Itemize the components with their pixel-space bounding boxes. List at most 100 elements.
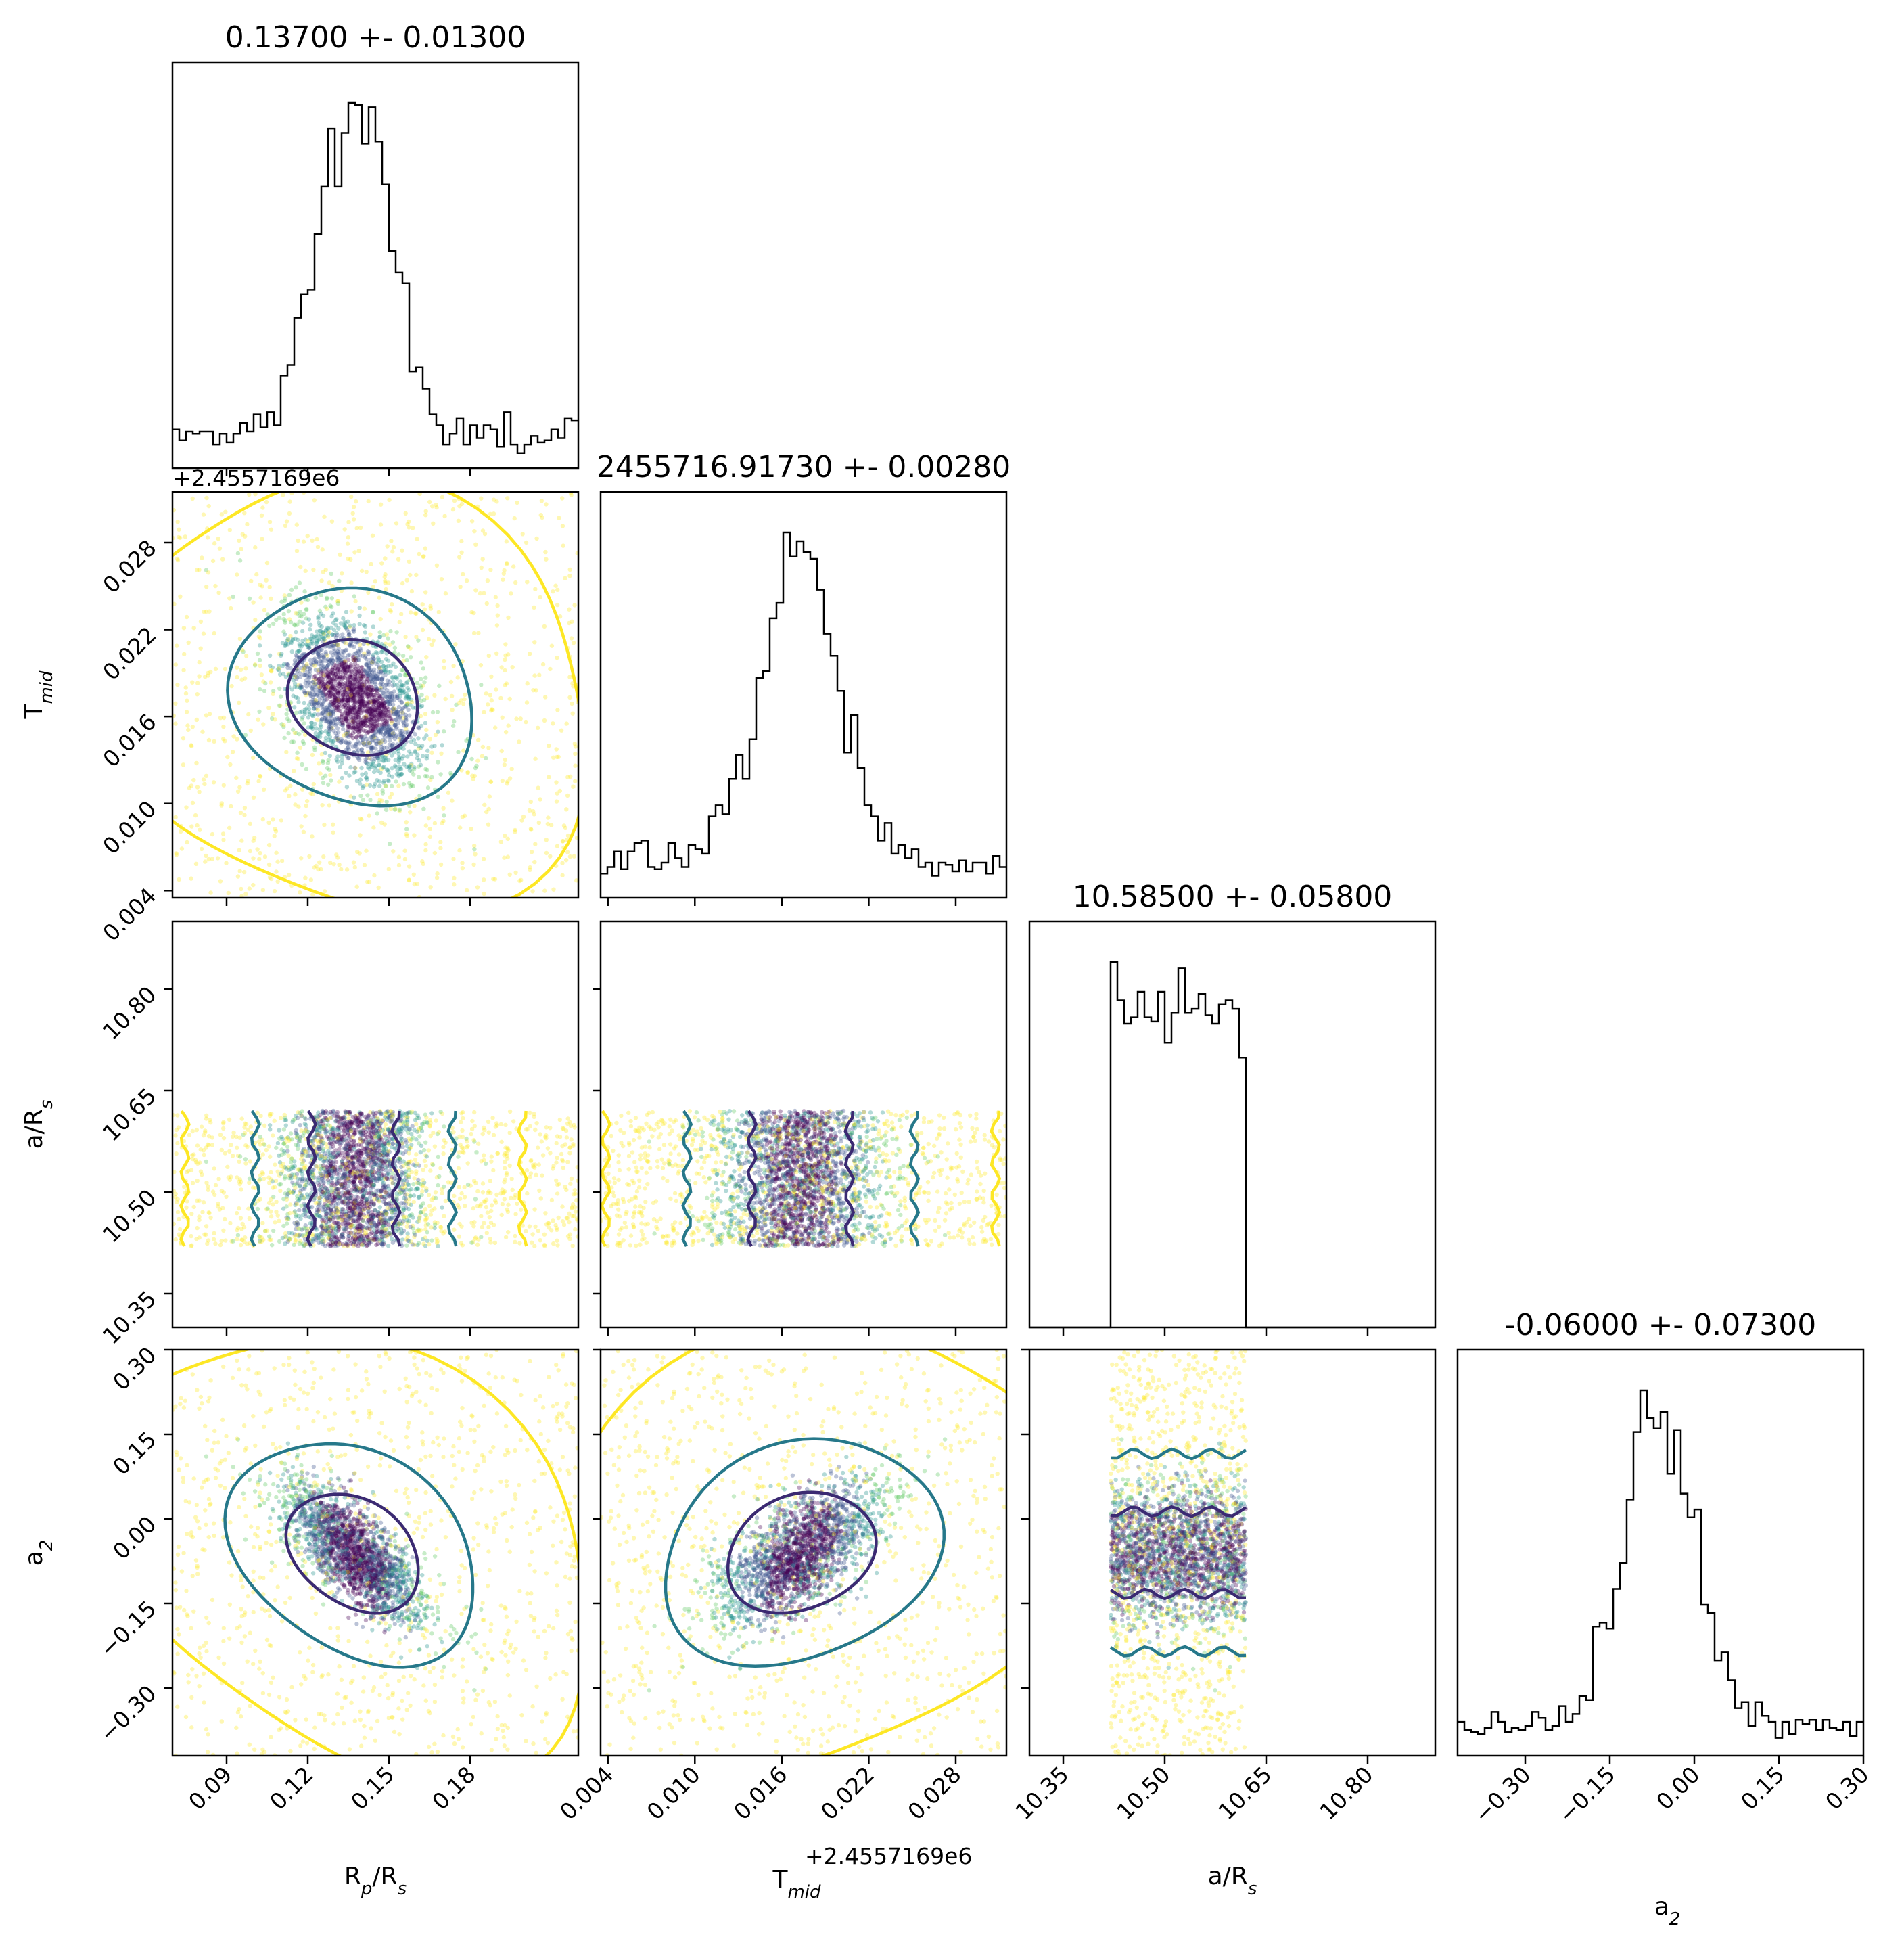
sample-point [278,703,283,708]
sample-point [408,1145,413,1150]
sample-point [381,698,386,703]
sample-point [394,765,398,770]
sample-point [442,729,446,734]
sample-point [296,1198,301,1203]
sample-point [363,757,368,762]
sample-point [310,689,315,694]
sample-point [551,721,555,726]
sample-point [336,1179,341,1183]
sample-point [542,1244,547,1248]
sample-point [382,668,387,673]
sample-point [365,694,370,699]
sample-point [360,785,365,790]
sample-point [357,681,363,686]
sample-point [292,1210,296,1215]
sample-point [424,756,429,761]
sample-point [323,1151,327,1156]
sample-point [351,654,356,659]
sample-point [367,1195,373,1200]
sample-point [365,1160,369,1165]
sample-point [385,709,390,714]
sample-point [272,834,277,838]
sample-point [415,1116,419,1121]
sample-point [418,704,423,710]
sample-point [509,591,513,596]
sample-point [330,665,335,670]
sample-point [375,1156,379,1160]
sample-point [359,1234,364,1239]
sample-point [347,1221,352,1226]
sample-point [365,1243,370,1248]
sample-point [331,721,336,726]
sample-point [373,710,377,714]
sample-point [312,673,318,679]
sample-point [409,1212,415,1217]
sample-point [375,677,380,681]
sample-point [343,1196,348,1201]
sample-point [322,1202,327,1207]
sample-point [547,775,551,779]
sample-point [404,716,409,721]
sample-point [344,641,348,646]
sample-point [379,1158,384,1163]
sample-point [371,652,376,657]
sample-point [350,1155,355,1160]
sample-point [260,1152,265,1157]
sample-point [339,1141,344,1145]
sample-point [398,693,402,698]
sample-point [336,1225,341,1229]
sample-point [322,708,327,713]
sample-point [345,695,350,700]
sample-point [363,1227,367,1232]
sample-point [300,620,306,625]
sample-point [318,679,323,684]
sample-point [349,643,354,648]
sample-point [379,1221,384,1226]
sample-point [381,1223,386,1228]
sample-point [315,691,320,696]
sample-point [507,872,512,877]
sample-point [346,691,350,696]
sample-point [248,728,253,733]
sample-point [482,591,486,595]
sample-point [543,1135,548,1139]
sample-point [340,1162,346,1166]
sample-point [383,578,388,583]
sample-point [459,1145,465,1150]
sample-point [371,675,375,679]
sample-point [486,822,491,827]
sample-point [334,642,339,647]
sample-point [372,1131,377,1137]
sample-point [365,709,370,714]
sample-point [342,690,346,695]
sample-point [285,1144,290,1149]
sample-point [380,677,385,682]
sample-point [377,1166,381,1170]
sample-point [348,664,353,669]
sample-point [353,712,358,716]
sample-point [340,739,345,744]
sample-point [388,1109,392,1114]
sample-point [315,1133,321,1138]
sample-point [323,692,329,697]
sample-point [323,1116,329,1121]
sample-point [423,1244,428,1248]
sample-point [360,721,365,726]
sample-point [434,503,438,507]
sample-point [525,1191,530,1196]
sample-point [367,1208,371,1214]
sample-point [344,1209,348,1214]
sample-point [382,1230,387,1235]
sample-point [368,1217,373,1222]
sample-point [348,643,352,649]
sample-point [388,691,393,696]
sample-point [354,1189,360,1194]
sample-point [284,662,289,666]
sample-point [375,660,380,664]
sample-point [368,715,373,720]
sample-point [340,1200,345,1206]
sample-point [342,1162,348,1167]
sample-point [368,1110,373,1115]
sample-point [344,1212,348,1217]
sample-point [340,1198,345,1204]
